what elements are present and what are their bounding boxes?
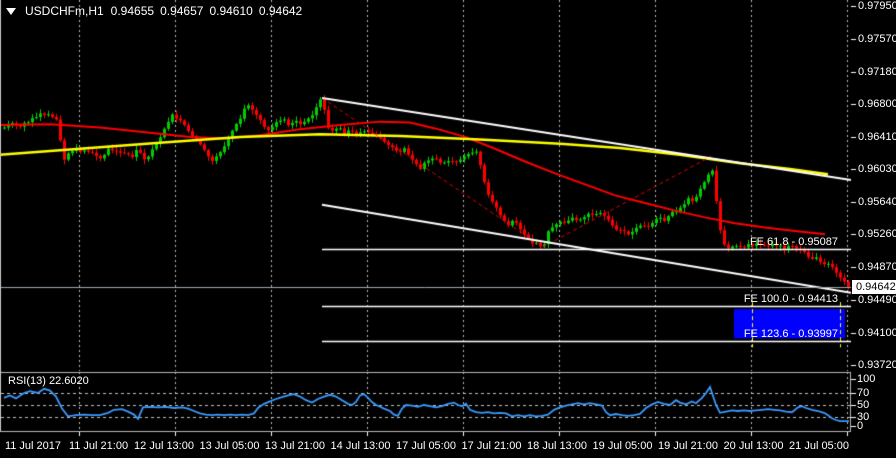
price-tick-label: 0.94490 (858, 293, 896, 306)
quote-open: 0.94655 (110, 4, 155, 18)
time-tick-label: 13 Jul 05:00 (199, 440, 260, 452)
price-tick-label: 0.97950 (858, 0, 896, 13)
dropdown-triangle-icon[interactable] (6, 7, 16, 15)
price-tick-label: 0.96410 (858, 130, 896, 143)
price-tick-label: 0.97570 (858, 32, 896, 45)
price-tick-label: 0.97180 (858, 65, 896, 78)
price-tick-label: 0.93720 (858, 358, 896, 371)
quote-high: 0.94657 (160, 4, 204, 18)
time-tick-label: 21 Jul 05:00 (789, 440, 849, 452)
time-tick-label: 17 Jul 05:00 (396, 440, 456, 452)
fib-level-label: FE 100.0 - 0.94413 (743, 293, 838, 306)
time-tick-label: 20 Jul 13:00 (723, 440, 784, 452)
rsi-indicator-label: RSI(13) 22.6020 (8, 375, 89, 387)
time-tick-label: 14 Jul 13:00 (330, 440, 391, 452)
time-tick-label: 11 Jul 21:00 (68, 440, 129, 452)
price-tick-label: 0.94870 (858, 261, 896, 274)
current-price-badge: 0.94642 (852, 279, 896, 294)
rsi-tick-label: 100 (857, 373, 876, 385)
time-tick-label: 19 Jul 21:00 (658, 440, 718, 452)
symbol-timeframe-label: USDCHFm,H1 (25, 4, 104, 18)
time-tick-label: 11 Jul 2017 (4, 440, 62, 452)
price-tick-label: 0.96800 (858, 97, 896, 110)
rsi-tick-label: 0 (857, 420, 864, 432)
time-tick-label: 19 Jul 05:00 (592, 440, 653, 452)
price-tick-label: 0.95260 (858, 228, 896, 241)
price-tick-label: 0.94100 (858, 326, 896, 339)
time-tick-label: 17 Jul 21:00 (461, 440, 522, 452)
rsi-tick-label: 70 (857, 387, 870, 399)
time-tick-label: 13 Jul 21:00 (265, 440, 325, 452)
chart-title-bar: USDCHFm,H1 0.94655 0.94657 0.94610 0.946… (6, 4, 302, 18)
price-tick-label: 0.95640 (858, 196, 896, 209)
time-tick-label: 18 Jul 13:00 (527, 440, 587, 452)
rsi-tick-label: 50 (857, 399, 870, 411)
rsi-tick-label: 30 (857, 411, 870, 423)
fib-level-label: FE 61.8 - 0.95087 (749, 236, 838, 248)
price-tick-label: 0.96030 (858, 163, 896, 176)
fib-level-label: FE 123.6 - 0.93997 (743, 328, 838, 341)
ohlc-quote: 0.94655 0.94657 0.94610 0.94642 (111, 4, 303, 18)
quote-close: 0.94642 (258, 4, 303, 18)
time-tick-label: 12 Jul 13:00 (134, 440, 194, 452)
quote-low: 0.94610 (209, 4, 253, 18)
